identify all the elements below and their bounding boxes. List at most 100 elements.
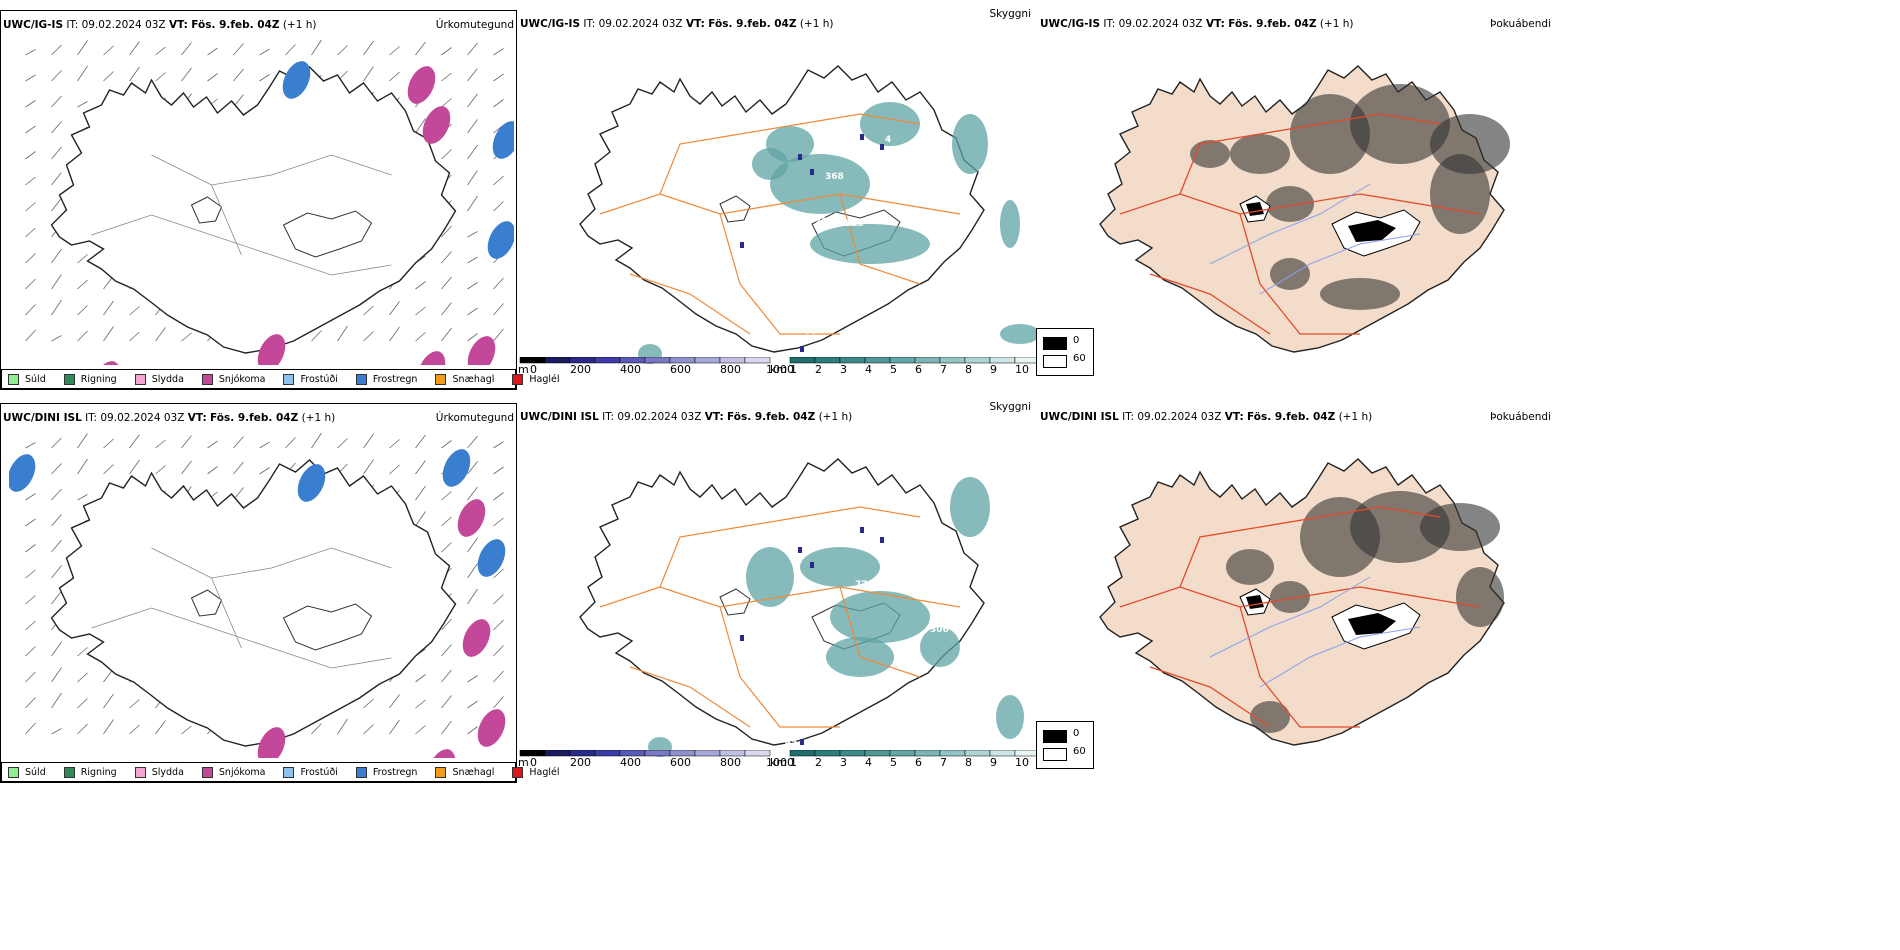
visibility-tick: 3 bbox=[840, 756, 847, 769]
visibility-tick: 7 bbox=[940, 756, 947, 769]
visibility-tick: 3 bbox=[840, 363, 847, 376]
legend-item: Snjókoma bbox=[201, 373, 265, 385]
visibility-tick: 1 bbox=[790, 756, 797, 769]
panel-header: UWC/DINI ISL IT: 09.02.2024 03Z VT: Fös.… bbox=[1040, 411, 1372, 423]
visibility-tick: 6 bbox=[915, 756, 922, 769]
it-value: 09.02.2024 03Z bbox=[1137, 411, 1222, 423]
vt-label: VT: bbox=[1205, 18, 1225, 30]
cloud-base-value: 45 bbox=[935, 202, 948, 212]
legend-item: Rigning bbox=[63, 766, 117, 778]
field-title: Skyggni bbox=[989, 401, 1032, 413]
legend-swatch bbox=[134, 373, 146, 385]
fog-scale: 0 60 bbox=[1036, 328, 1094, 376]
it-value: 09.02.2024 03Z bbox=[1118, 18, 1203, 30]
ceiling-tick: 0 bbox=[530, 363, 537, 376]
panel-cloud-row2: UWC/DINI ISL IT: 09.02.2024 03Z VT: Fös.… bbox=[518, 401, 1041, 783]
fog-scale-label: 60 bbox=[1073, 746, 1086, 757]
legend-item: Snæhagl bbox=[435, 373, 494, 385]
fog-scale: 0 60 bbox=[1036, 721, 1094, 769]
lead-offset: (+1 h) bbox=[818, 411, 853, 423]
cloud-base-value: 30 bbox=[785, 520, 798, 530]
precip-map bbox=[25, 39, 514, 365]
it-value: 09.02.2024 03Z bbox=[598, 18, 683, 30]
fog-scale-swatch bbox=[1043, 730, 1067, 743]
legend-item: Slydda bbox=[134, 373, 184, 385]
lead-offset: (+1 h) bbox=[1319, 18, 1354, 30]
legend-item: Súld bbox=[8, 373, 46, 385]
cloud-base-value: 1 bbox=[945, 227, 951, 237]
lead-offset: (+1 h) bbox=[1338, 411, 1373, 423]
legend-item: Snjókoma bbox=[201, 766, 265, 778]
legend-label: Súld bbox=[25, 373, 46, 385]
ceiling-scale bbox=[519, 750, 771, 757]
legend-item: Súld bbox=[8, 766, 46, 778]
panel-precip-row1: UWC/IG-IS IT: 09.02.2024 03Z VT: Fös. 9.… bbox=[0, 10, 560, 390]
legend-item: Frostregn bbox=[355, 766, 417, 778]
precip-type-legend: Súld Rigning Slydda Snjókoma Frostúði Frostre… bbox=[1, 369, 560, 389]
cloud-base-value: 306 bbox=[930, 625, 949, 635]
visibility-tick: 8 bbox=[965, 756, 972, 769]
ceiling-scale-step bbox=[594, 357, 621, 364]
it-label: IT: bbox=[85, 412, 98, 424]
legend-label: Slydda bbox=[151, 766, 184, 778]
panel-header: UWC/IG-IS IT: 09.02.2024 03Z VT: Fös. 9.… bbox=[520, 18, 833, 30]
fog-map bbox=[1099, 65, 1510, 353]
ceiling-scale-step bbox=[694, 357, 721, 364]
visibility-tick: 10 bbox=[1015, 363, 1029, 376]
fog-scale-label: 0 bbox=[1073, 335, 1080, 346]
visibility-tick: 1 bbox=[790, 363, 797, 376]
model-name: UWC/IG-IS bbox=[3, 19, 64, 31]
lead-offset: (+1 h) bbox=[282, 19, 317, 31]
fog-map bbox=[1099, 458, 1505, 746]
legend-swatch bbox=[201, 766, 213, 778]
legend-swatch bbox=[355, 373, 367, 385]
cloud-base-value: 205 bbox=[885, 187, 904, 197]
vt-value: Fös. 9.feb. 04Z bbox=[708, 18, 797, 30]
it-label: IT: bbox=[602, 411, 615, 423]
visibility-unit: km bbox=[770, 756, 788, 769]
it-value: 09.02.2024 03Z bbox=[81, 19, 166, 31]
ceiling-scale bbox=[519, 357, 771, 364]
panel-precip-row2: UWC/DINI ISL IT: 09.02.2024 03Z VT: Fös.… bbox=[0, 403, 560, 783]
ceiling-tick: 1000 bbox=[766, 363, 794, 376]
panel-header: UWC/IG-IS IT: 09.02.2024 03Z VT: Fös. 9.… bbox=[3, 19, 316, 31]
visibility-tick: 6 bbox=[915, 363, 922, 376]
vt-value: Fös. 9.feb. 04Z bbox=[1228, 18, 1317, 30]
cloud-base-value: 123 bbox=[890, 152, 909, 162]
ceiling-tick: 400 bbox=[620, 363, 641, 376]
visibility-tick: 10 bbox=[1015, 756, 1029, 769]
legend-swatch bbox=[201, 373, 213, 385]
ceiling-tick: 200 bbox=[570, 363, 591, 376]
ceiling-unit: m bbox=[518, 363, 529, 376]
ceiling-scale-step bbox=[594, 750, 621, 757]
visibility-tick: 9 bbox=[990, 363, 997, 376]
vt-label: VT: bbox=[685, 18, 705, 30]
ceiling-scale-step bbox=[644, 750, 671, 757]
cloud-base-value: 45 bbox=[785, 738, 798, 748]
cloud-base-value: 558 bbox=[910, 555, 929, 565]
it-label: IT: bbox=[1122, 411, 1135, 423]
panel-header: UWC/DINI ISL IT: 09.02.2024 03Z VT: Fös.… bbox=[3, 412, 335, 424]
model-name: UWC/IG-IS bbox=[1040, 18, 1101, 30]
field-title: Úrkomutegund bbox=[435, 412, 514, 424]
ceiling-scale-step bbox=[694, 750, 721, 757]
ceiling-unit: m bbox=[518, 756, 529, 769]
field-title: Úrkomutegund bbox=[435, 19, 514, 31]
legend-label: Rigning bbox=[80, 766, 117, 778]
vt-label: VT: bbox=[187, 412, 207, 424]
legend-item: Frostúði bbox=[283, 766, 338, 778]
ceiling-tick: 600 bbox=[670, 363, 691, 376]
legend-swatch bbox=[355, 766, 367, 778]
ceiling-tick: 400 bbox=[620, 756, 641, 769]
fog-scale-swatch bbox=[1043, 337, 1067, 350]
legend-label: Haglél bbox=[529, 373, 560, 385]
legend-swatch bbox=[435, 373, 447, 385]
fog-scale-label: 0 bbox=[1073, 728, 1080, 739]
visibility-tick: 5 bbox=[890, 363, 897, 376]
vt-value: Fös. 9.feb. 04Z bbox=[210, 412, 299, 424]
legend-swatch bbox=[512, 766, 524, 778]
field-title: Skyggni bbox=[989, 8, 1032, 20]
it-label: IT: bbox=[66, 19, 79, 31]
cloud-base-value: 77 bbox=[805, 327, 818, 337]
model-name: UWC/DINI ISL bbox=[520, 411, 599, 423]
